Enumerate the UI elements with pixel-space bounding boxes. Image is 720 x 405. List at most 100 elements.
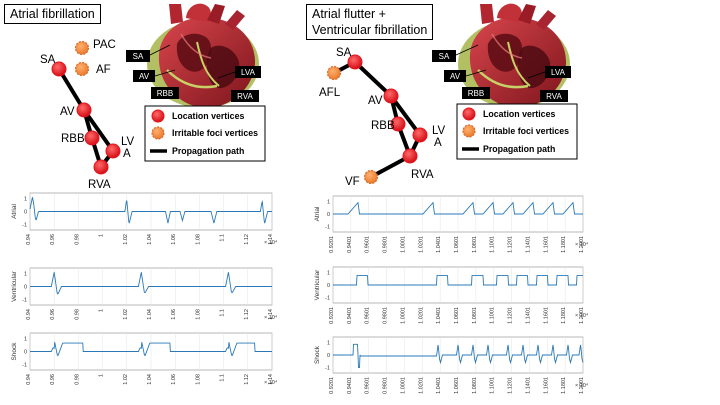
left-propagation-graph: SA PAC AF AV RBB LV A RVA	[40, 39, 135, 191]
left-plot-1-ytick: 0	[24, 285, 27, 291]
left-node-rbb	[84, 130, 100, 146]
right-node-av-label: AV	[368, 95, 383, 107]
left-plot-1-ylabel: Ventricular	[11, 270, 18, 302]
left-plot-shock: 0.94 0.96 0.98 1 1.02 1.04 1.06 1.08 1.1 1.12 1.14…	[11, 332, 278, 386]
left-plot-0-ytick: 0	[24, 210, 27, 216]
right-plot-2-tick: 1.0201	[418, 377, 424, 394]
right-plot-2-tick: 1.1001	[490, 377, 496, 394]
left-heart-label-sa: SA	[133, 52, 144, 61]
left-legend-location-icon	[151, 109, 165, 123]
left-plot-1-tick: 1.14	[268, 309, 274, 320]
right-plot-ventricular: 0.9201 0.9401 0.9601 0.9801 1.0001 1.0201 1.04…	[314, 266, 589, 324]
left-legend-irritable-label: Irritable foci vertices	[172, 128, 258, 138]
left-plot-1-tick: 0.94	[26, 309, 32, 320]
right-title: Atrial flutter + Ventricular fibrillatio…	[306, 4, 434, 40]
right-node-vf	[363, 169, 379, 185]
right-plot-0-tick: 1.0401	[436, 236, 442, 253]
right-plot-1-tick: 1.1401	[525, 307, 531, 324]
right-heart-label-rbb: RBB	[468, 89, 484, 98]
right-plot-2-ytick: 0	[327, 353, 330, 359]
right-plot-0-tick: 1.1201	[508, 236, 514, 253]
right-plot-0-ytick: 0	[327, 212, 330, 218]
left-heart-label-rva: RVA	[237, 92, 253, 101]
left-node-af-label: AF	[96, 64, 111, 76]
left-node-sa-label: SA	[40, 54, 56, 66]
right-plot-1-tick: 1.0801	[472, 307, 478, 324]
right-plot-0-tick: 1.1401	[525, 236, 531, 253]
right-plot-0-tick: 1.0201	[418, 236, 424, 253]
right-plot-2-tick: 1.1601	[543, 377, 549, 394]
right-plot-0-tick: 1.0801	[472, 236, 478, 253]
right-plot-0-tick: 0.9201	[329, 236, 335, 253]
left-plot-1-tick: 1.1	[220, 309, 226, 317]
left-plot-0-tick: 1.08	[195, 234, 201, 245]
right-legend-location-icon	[462, 107, 476, 121]
right-plot-2-tick: 0.9401	[347, 377, 353, 394]
left-node-pac	[74, 40, 90, 56]
right-plot-1-trace	[333, 275, 583, 286]
left-plot-atrial: 0.94 0.96 0.98 1 1.02 1.04 1.06 1.08 1.1 1.12 1.14…	[11, 192, 278, 246]
right-plot-2-tick: 1.1401	[525, 377, 531, 394]
right-node-lva-label: LV A	[432, 125, 446, 149]
left-title: Atrial fibrillation	[4, 4, 101, 24]
left-plot-0-tick: 1.12	[244, 234, 250, 245]
right-node-rva	[402, 148, 418, 164]
left-legend-path-label: Propagation path	[172, 146, 244, 156]
right-plot-1-tick: 1.1001	[490, 307, 496, 324]
ecg-plots: 0.94 0.96 0.98 1 1.02 1.04 1.06 1.08 1.1 1.12 1.14…	[11, 192, 589, 394]
left-plot-2-tick: 1.08	[195, 374, 201, 385]
left-plot-0-ytick: -1	[22, 222, 27, 228]
left-plot-2-ytick: 1	[24, 337, 27, 343]
right-plot-1-tick: 1.1601	[543, 307, 549, 324]
left-plot-0-tick: 1	[99, 234, 105, 237]
right-plot-2-tick: 1.0801	[472, 377, 478, 394]
right-plot-2-ytick: 1	[327, 340, 330, 346]
right-title-line2: Ventricular fibrillation	[312, 23, 428, 37]
left-node-av	[76, 102, 92, 118]
left-plot-0-tick: 0.98	[74, 234, 80, 245]
right-plot-0-ylabel: Atrial	[314, 206, 321, 221]
left-heart-label-lva: LVA	[241, 68, 256, 77]
left-plot-0-tick: 1.04	[147, 234, 153, 245]
left-plot-1-tick: 1.04	[147, 309, 153, 320]
right-title-line1: Atrial flutter +	[312, 7, 386, 21]
right-plot-1-ytick: 1	[327, 270, 330, 276]
right-plot-1-exponent: × 10⁴	[575, 312, 589, 319]
right-plot-2-tick: 0.9201	[329, 377, 335, 394]
right-node-afl-label: AFL	[319, 87, 341, 99]
right-plot-0-tick: 1.1601	[543, 236, 549, 253]
left-node-rva-label: RVA	[88, 179, 111, 191]
left-plot-2-tick: 0.96	[50, 374, 56, 385]
right-heart-labels: SA AV LVA RBB RVA	[432, 44, 571, 102]
right-plot-atrial: 0.9201 0.9401 0.9601 0.9801 1.0001 1.0201 1.04…	[314, 195, 589, 253]
left-plot-2-ylabel: Shock	[11, 342, 18, 361]
left-plot-0-trace	[29, 197, 272, 224]
left-heart-labels: SA AV LVA RBB RVA	[126, 44, 261, 102]
right-node-afl	[326, 65, 342, 81]
right-legend-path-label: Propagation path	[483, 144, 555, 154]
right-legend: Location vertices Irritable foci vertice…	[456, 103, 578, 160]
left-plot-0-tick: 1.14	[268, 234, 274, 245]
right-plot-0-tick: 0.9401	[347, 236, 353, 253]
right-plot-0-trace	[333, 201, 583, 215]
left-plot-1-ytick: 1	[24, 272, 27, 278]
left-plot-1-tick: 1.02	[123, 309, 129, 320]
right-plot-2-tick: 1.0601	[454, 377, 460, 394]
left-plot-1-exponent: × 10⁴	[264, 314, 278, 321]
right-plot-1-tick: 0.9801	[383, 307, 389, 324]
right-plot-1-tick: 1.1201	[508, 307, 514, 324]
right-node-vf-label: VF	[345, 176, 360, 188]
left-plot-1-tick: 1	[99, 309, 105, 312]
right-node-rbb	[390, 116, 406, 132]
right-plot-1-ytick: 0	[327, 283, 330, 289]
left-plot-2-tick: 1.04	[147, 374, 153, 385]
right-plot-2-tick: 1.0401	[436, 377, 442, 394]
right-legend-irritable-icon	[462, 124, 476, 138]
right-node-sa	[347, 54, 363, 70]
right-legend-location-label: Location vertices	[483, 109, 555, 119]
right-plot-1-tick: 1.1801	[561, 307, 567, 324]
left-node-rva	[93, 159, 109, 175]
right-plot-0-tick: 1.0601	[454, 236, 460, 253]
right-plot-0-tick: 0.9801	[383, 236, 389, 253]
